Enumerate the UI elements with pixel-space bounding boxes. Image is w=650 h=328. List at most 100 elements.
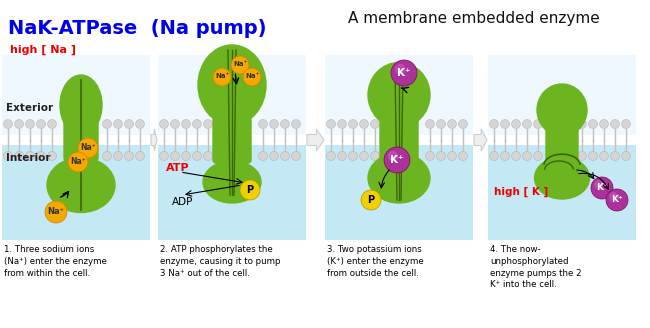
Circle shape [621, 119, 630, 129]
Circle shape [25, 119, 34, 129]
Circle shape [337, 119, 346, 129]
Circle shape [103, 119, 112, 129]
Circle shape [599, 119, 608, 129]
Circle shape [595, 181, 603, 189]
Text: K⁺: K⁺ [596, 183, 608, 193]
Circle shape [599, 152, 608, 160]
Circle shape [47, 152, 57, 160]
Circle shape [291, 119, 300, 129]
Circle shape [588, 152, 597, 160]
Bar [2, 145, 150, 240]
Circle shape [337, 152, 346, 160]
Circle shape [243, 68, 261, 86]
Bar [488, 55, 636, 135]
Circle shape [259, 119, 268, 129]
Text: P: P [246, 185, 254, 195]
Circle shape [68, 152, 88, 172]
Circle shape [391, 60, 417, 86]
Bar [488, 145, 636, 240]
Text: Na⁺: Na⁺ [245, 73, 259, 79]
Ellipse shape [534, 157, 590, 199]
Circle shape [489, 119, 499, 129]
Circle shape [192, 152, 202, 160]
Text: high [ Na ]: high [ Na ] [10, 45, 76, 55]
Text: Interior: Interior [6, 153, 51, 163]
Circle shape [588, 119, 597, 129]
Circle shape [361, 190, 381, 210]
Circle shape [437, 152, 445, 160]
Text: NaK-ATPase  (Na pump): NaK-ATPase (Na pump) [8, 18, 266, 37]
Circle shape [192, 119, 202, 129]
Text: 4. The now-
unphosphorylated
enzyme pumps the 2
K⁺ into the cell.: 4. The now- unphosphorylated enzyme pump… [490, 245, 582, 289]
Circle shape [14, 152, 23, 160]
Circle shape [489, 152, 499, 160]
Circle shape [125, 119, 133, 129]
Circle shape [103, 152, 112, 160]
Ellipse shape [368, 63, 430, 128]
Circle shape [447, 119, 456, 129]
Circle shape [577, 119, 586, 129]
Text: K⁺: K⁺ [390, 155, 404, 165]
Circle shape [396, 65, 405, 74]
Circle shape [389, 152, 398, 161]
Circle shape [135, 152, 144, 160]
Text: Na⁺: Na⁺ [233, 62, 247, 68]
Circle shape [591, 177, 613, 199]
Text: 2. ATP phosphorylates the
enzyme, causing it to pump
3 Na⁺ out of the cell.: 2. ATP phosphorylates the enzyme, causin… [160, 245, 281, 277]
Circle shape [3, 119, 12, 129]
Circle shape [25, 152, 34, 160]
Text: Na⁺: Na⁺ [70, 157, 86, 166]
Ellipse shape [203, 161, 261, 203]
Circle shape [359, 119, 369, 129]
Circle shape [500, 152, 510, 160]
Circle shape [426, 152, 434, 160]
Circle shape [348, 119, 358, 129]
Circle shape [36, 119, 46, 129]
Circle shape [125, 152, 133, 160]
Bar [2, 55, 150, 135]
Circle shape [534, 119, 543, 129]
Circle shape [14, 119, 23, 129]
Circle shape [231, 56, 249, 74]
Circle shape [348, 152, 358, 160]
Ellipse shape [60, 75, 102, 135]
Circle shape [523, 119, 532, 129]
FancyArrow shape [151, 129, 157, 151]
Circle shape [447, 152, 456, 160]
Circle shape [240, 180, 260, 200]
Circle shape [170, 152, 179, 160]
FancyBboxPatch shape [213, 79, 251, 163]
Circle shape [36, 152, 46, 160]
Text: Na⁺: Na⁺ [80, 143, 96, 152]
Circle shape [359, 152, 369, 160]
Text: ADP: ADP [172, 197, 194, 207]
Circle shape [370, 119, 380, 129]
Circle shape [512, 152, 521, 160]
Text: P: P [367, 195, 374, 205]
Circle shape [114, 119, 122, 129]
FancyArrow shape [307, 129, 324, 151]
FancyBboxPatch shape [64, 100, 98, 161]
Circle shape [159, 152, 168, 160]
Circle shape [291, 152, 300, 160]
Text: ATP: ATP [166, 163, 190, 173]
Text: 1. Three sodium ions
(Na⁺) enter the enzyme
from within the cell.: 1. Three sodium ions (Na⁺) enter the enz… [4, 245, 107, 277]
Circle shape [458, 152, 467, 160]
Circle shape [621, 152, 630, 160]
Circle shape [114, 152, 122, 160]
Circle shape [159, 119, 168, 129]
Circle shape [47, 119, 57, 129]
Text: A membrane embedded enzyme: A membrane embedded enzyme [348, 10, 600, 26]
Circle shape [326, 119, 335, 129]
FancyBboxPatch shape [546, 105, 578, 161]
Circle shape [384, 147, 410, 173]
Circle shape [203, 119, 213, 129]
Bar [158, 55, 306, 135]
FancyArrow shape [474, 129, 487, 151]
Circle shape [259, 152, 268, 160]
Text: Na⁺: Na⁺ [215, 73, 229, 79]
Text: 3. Two potassium ions
(K⁺) enter the enzyme
from outside the cell.: 3. Two potassium ions (K⁺) enter the enz… [327, 245, 424, 277]
Circle shape [610, 152, 619, 160]
Circle shape [45, 201, 67, 223]
Text: K⁺: K⁺ [397, 68, 411, 78]
